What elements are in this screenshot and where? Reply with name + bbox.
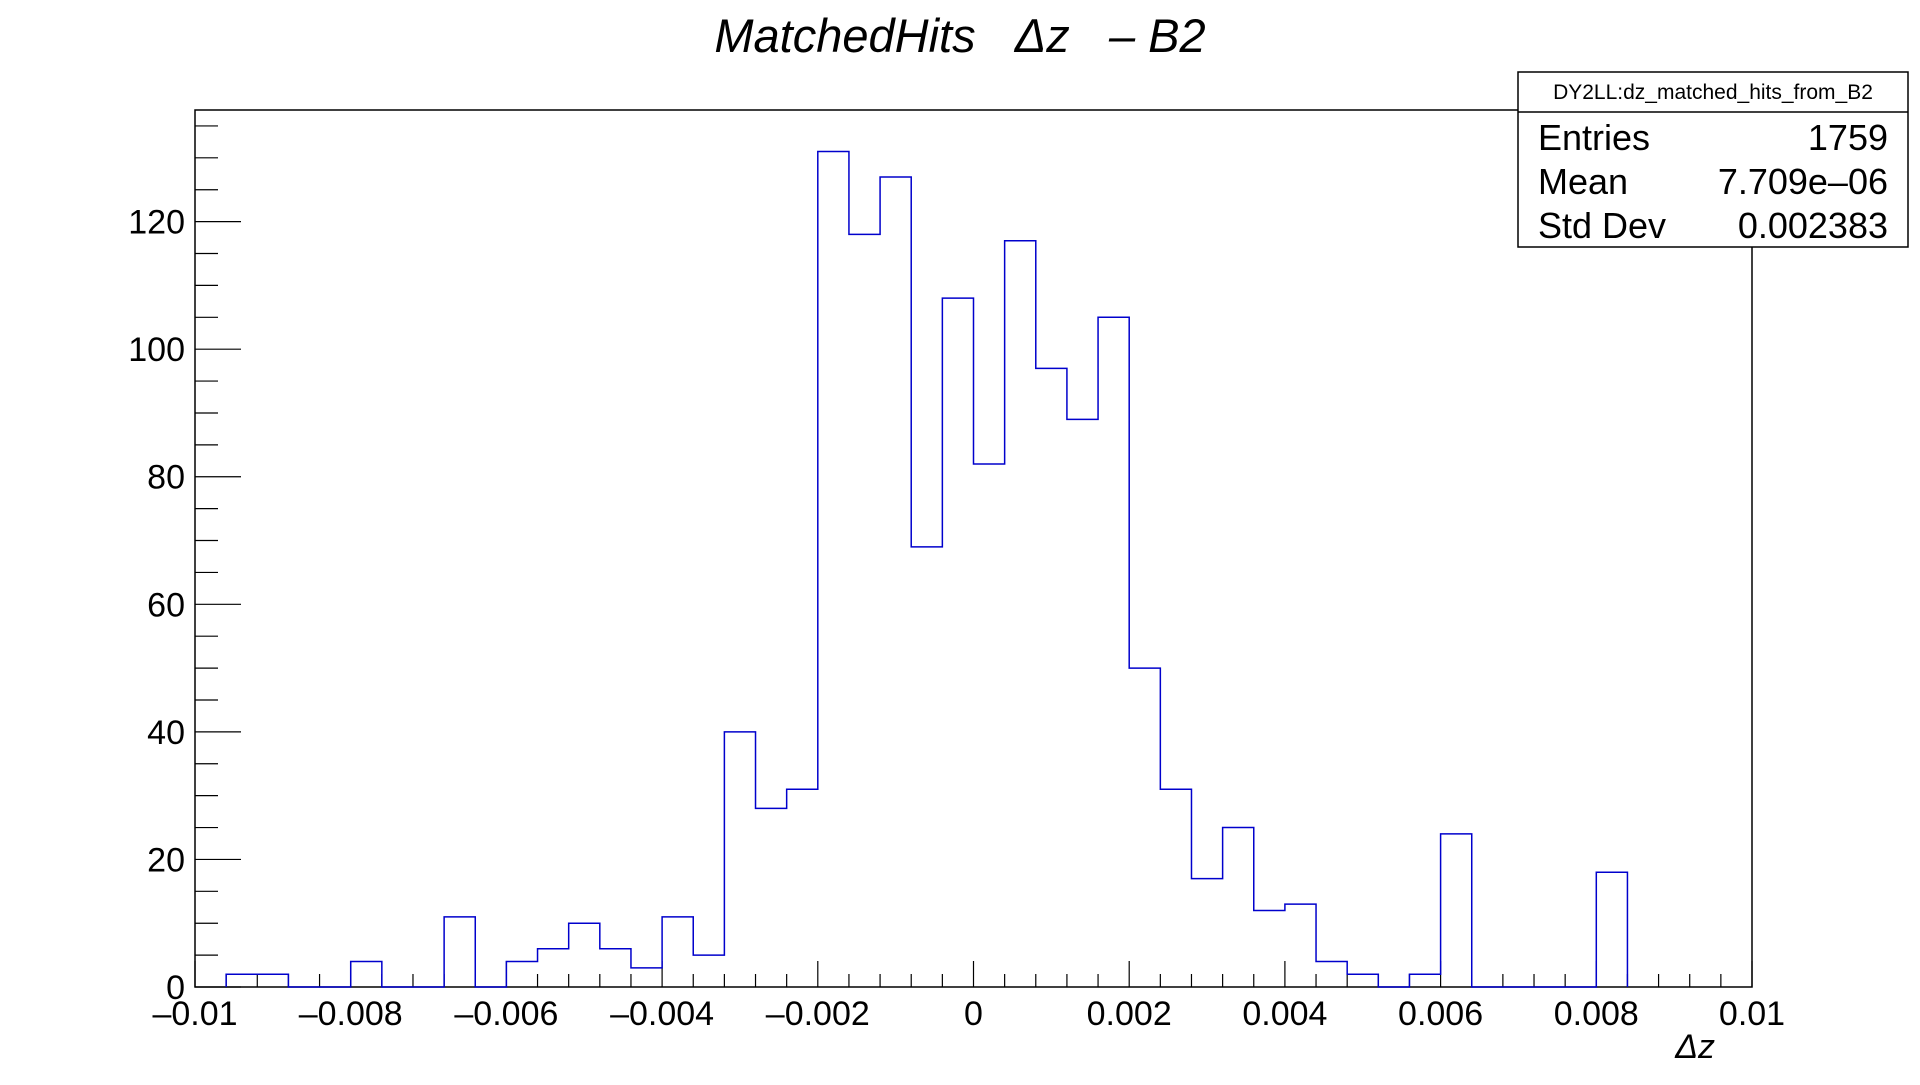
histogram-bin — [569, 923, 600, 987]
x-tick-label: 0.002 — [1087, 995, 1172, 1033]
axis-ticks — [194, 125, 1753, 988]
stats-box-frame — [1517, 71, 1909, 248]
histogram-bin — [1005, 241, 1036, 987]
y-tick-label: 60 — [147, 586, 185, 624]
stats-entries-value: 1759 — [1808, 117, 1888, 158]
histogram-bin — [1285, 904, 1316, 987]
stats-box-name: DY2LL:dz_matched_hits_from_B2 — [1553, 81, 1873, 104]
histogram-bin — [724, 732, 755, 987]
histogram-outline — [225, 150, 1629, 988]
histogram-bin — [974, 464, 1005, 987]
stats-stddev-label: Std Dev — [1538, 205, 1666, 246]
stats-box: DY2LL:dz_matched_hits_from_B2 Entries 17… — [1517, 71, 1909, 248]
x-tick-label: –0.004 — [610, 995, 714, 1033]
histogram-bin — [631, 968, 662, 987]
x-tick-label: –0.006 — [454, 995, 558, 1033]
x-tick-label: 0.008 — [1554, 995, 1639, 1033]
histogram-bin — [1441, 834, 1472, 987]
histogram-bin — [662, 917, 693, 987]
histogram-bin — [1409, 974, 1440, 987]
x-tick-label: 0.004 — [1242, 995, 1327, 1033]
y-tick-label: 40 — [147, 714, 185, 752]
histogram-bin — [506, 961, 537, 987]
histogram-bin — [693, 955, 724, 987]
stats-entries-label: Entries — [1538, 117, 1650, 158]
histogram-bin — [1596, 872, 1627, 987]
stats-mean-value: 7.709e–06 — [1718, 161, 1888, 202]
x-tick-label: 0.01 — [1719, 995, 1785, 1033]
y-tick-label: 80 — [147, 459, 185, 497]
y-tick-label: 100 — [128, 331, 185, 369]
stats-stddev-value: 0.002383 — [1738, 205, 1888, 246]
histogram-bin — [1098, 317, 1129, 987]
histogram-bin — [787, 789, 818, 987]
histogram-bin — [600, 949, 631, 987]
histogram-bin — [1160, 789, 1191, 987]
histogram-bin — [1254, 910, 1285, 987]
x-tick-label: 0.006 — [1398, 995, 1483, 1033]
histogram-bin — [351, 961, 382, 987]
histogram-bin — [538, 949, 569, 987]
histogram-bin — [1223, 828, 1254, 987]
chart-title: MatchedHits Δz – B2 — [714, 9, 1205, 62]
histogram-bin — [1067, 419, 1098, 987]
tick-labels: –0.01 –0.008 –0.006 –0.004 –0.002 0 0.002 0.004… — [128, 204, 1785, 1033]
histogram-bin — [1129, 668, 1160, 987]
histogram-bin — [1191, 879, 1222, 987]
y-tick-label: 120 — [128, 204, 185, 242]
x-tick-label: –0.008 — [299, 995, 403, 1033]
histogram-bin — [257, 974, 288, 987]
x-tick-label: –0.002 — [766, 995, 870, 1033]
x-tick-label: –0.01 — [152, 995, 237, 1033]
y-tick-label: 0 — [166, 969, 185, 1007]
histogram-bin — [444, 917, 475, 987]
y-tick-label: 20 — [147, 841, 185, 879]
histogram-bin — [849, 234, 880, 987]
histogram-bins — [226, 151, 1627, 987]
histogram-bin — [1316, 961, 1347, 987]
histogram-bin — [818, 151, 849, 987]
histogram-bin — [1347, 974, 1378, 987]
histogram-bin — [226, 974, 257, 987]
histogram-bin — [756, 808, 787, 987]
x-axis-title: Δz — [1674, 1028, 1715, 1066]
x-tick-label: 0 — [964, 995, 983, 1033]
histogram-bin — [880, 177, 911, 987]
histogram-bin — [942, 298, 973, 987]
histogram-bin — [911, 547, 942, 987]
stats-mean-label: Mean — [1538, 161, 1628, 202]
histogram-bin — [1036, 368, 1067, 987]
